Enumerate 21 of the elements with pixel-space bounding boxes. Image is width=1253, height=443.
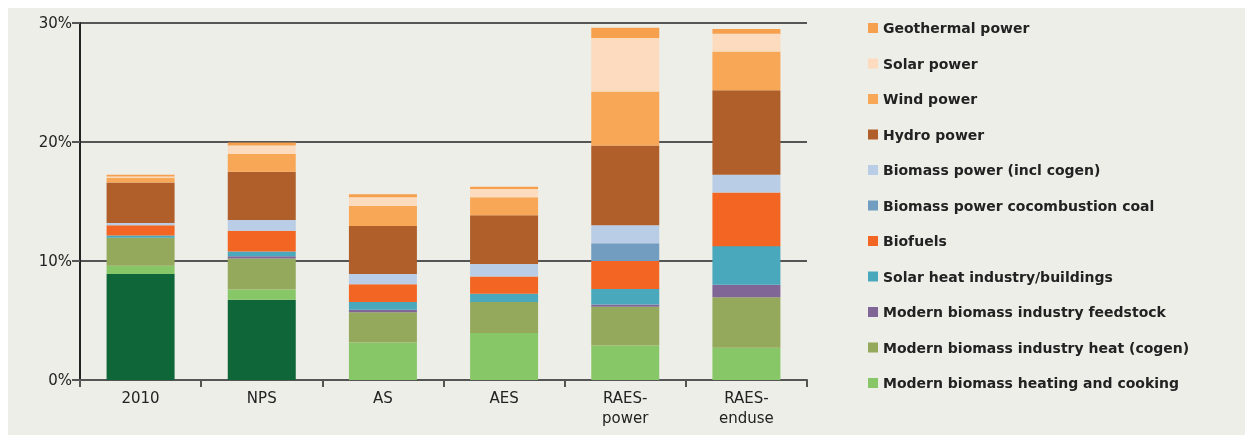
y-tick-label: 20% [38,133,72,151]
y-tick-label: 0% [48,371,72,389]
legend-label: Wind power [883,91,978,107]
x-tick-label: AS [373,389,393,407]
x-tick-label: AES [489,389,519,407]
legend-label: Modern biomass industry feedstock [883,304,1167,320]
x-tick-label: RAES- power [602,389,650,427]
legend-label: Biomass power (incl cogen) [883,162,1101,178]
legend-label: Hydro power [883,126,985,143]
legend-label: Modern biomass industry heat (cogen) [883,339,1190,356]
y-tick-label: 10% [38,252,72,270]
x-tick-label: NPS [246,389,277,407]
y-tick-label: 30% [38,14,72,32]
legend-label: Geothermal power [883,20,1030,36]
legend-label: Solar heat industry/buildings [883,268,1113,285]
x-tick-label: 2010 [121,389,160,407]
legend-label: Biofuels [883,233,947,249]
legend-label: Modern biomass heating and cooking [883,375,1180,391]
legend-label: Solar power [883,55,978,72]
legend-label: Biomass power cocombustion coal [883,197,1155,214]
x-tick-label: RAES- enduse [719,389,774,427]
